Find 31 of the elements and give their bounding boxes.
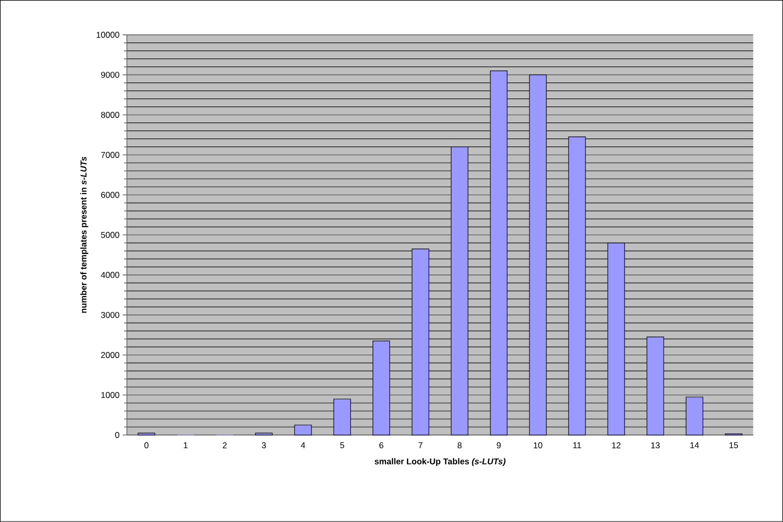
x-tick-label: 6 (379, 442, 384, 448)
x-tick-label: 14 (690, 442, 699, 448)
x-tick-label: 2 (222, 442, 227, 448)
y-tick-label: 4000 (100, 272, 120, 278)
y-tick-label: 9000 (101, 72, 120, 78)
x-tick-label: 0 (144, 442, 148, 448)
y-tick-label: 10000 (96, 32, 120, 38)
bar (255, 432, 273, 436)
y-tick-label: 1000 (101, 392, 120, 398)
y-axis-title: number of templates present in s-LUTs (80, 156, 88, 313)
y-tick-label: 2000 (101, 352, 120, 358)
x-tick-label: 9 (496, 442, 501, 448)
y-tick-label: 8000 (101, 112, 120, 118)
x-tick-label: 12 (612, 442, 620, 448)
y-tick-label: 7000 (101, 152, 120, 158)
y-tick-label: 3000 (101, 312, 120, 318)
x-tick-label: 13 (651, 442, 660, 448)
x-tick-label: 3 (262, 442, 266, 448)
x-tick-label: 10 (534, 442, 542, 448)
bar (138, 432, 156, 436)
x-tick-label: 1 (184, 442, 188, 448)
x-tick-label: 4 (300, 442, 306, 448)
x-tick-label: 15 (730, 442, 738, 448)
x-axis-title: smaller Look-Up Tables (s-LUTs) (374, 458, 506, 466)
y-tick-label: 6000 (101, 192, 120, 198)
x-tick-label: 8 (458, 442, 462, 448)
y-tick-label: 0 (115, 432, 120, 438)
x-tick-label: 5 (340, 442, 344, 448)
y-tick-label: 5000 (101, 232, 120, 238)
x-tick-label: 11 (573, 442, 582, 448)
x-tick-label: 7 (418, 442, 422, 448)
